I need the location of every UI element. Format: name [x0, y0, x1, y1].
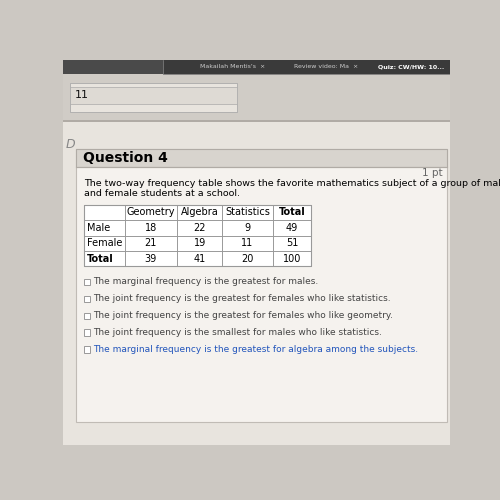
Text: The joint frequency is the greatest for females who like statistics.: The joint frequency is the greatest for …	[94, 294, 391, 303]
Text: 21: 21	[144, 238, 157, 248]
Bar	[70, 87, 237, 104]
Bar	[76, 148, 447, 167]
Text: Makailah Mentis's  ×: Makailah Mentis's ×	[200, 64, 266, 70]
Text: Total: Total	[88, 254, 114, 264]
Bar	[163, 60, 450, 74]
Text: and female students at a school.: and female students at a school.	[84, 190, 240, 198]
Bar	[84, 296, 90, 302]
Text: 19: 19	[194, 238, 206, 248]
Text: Algebra: Algebra	[181, 208, 218, 218]
Text: The joint frequency is the smallest for males who like statistics.: The joint frequency is the smallest for …	[94, 328, 383, 337]
Bar	[62, 122, 450, 445]
Bar	[84, 346, 90, 352]
Bar	[62, 120, 450, 123]
Text: 18: 18	[144, 223, 157, 233]
Text: D: D	[66, 138, 75, 151]
Text: 100: 100	[282, 254, 301, 264]
Text: Quiz: CW/HW: 10...: Quiz: CW/HW: 10...	[378, 64, 444, 70]
Bar	[84, 205, 312, 266]
Text: Statistics: Statistics	[225, 208, 270, 218]
Text: The two-way frequency table shows the favorite mathematics subject of a group of: The two-way frequency table shows the fa…	[84, 180, 500, 188]
Text: 1 pt: 1 pt	[422, 168, 442, 178]
Text: The joint frequency is the greatest for females who like geometry.: The joint frequency is the greatest for …	[94, 311, 394, 320]
Text: 20: 20	[241, 254, 254, 264]
Bar	[70, 83, 237, 112]
Text: 49: 49	[286, 223, 298, 233]
Text: Female: Female	[88, 238, 122, 248]
Text: The marginal frequency is the greatest for algebra among the subjects.: The marginal frequency is the greatest f…	[94, 345, 418, 354]
Text: Total: Total	[278, 208, 305, 218]
Text: 41: 41	[194, 254, 206, 264]
Text: Geometry: Geometry	[126, 208, 175, 218]
Text: 22: 22	[194, 223, 206, 233]
Text: 39: 39	[144, 254, 157, 264]
Text: The marginal frequency is the greatest for males.: The marginal frequency is the greatest f…	[94, 278, 319, 286]
Bar	[62, 60, 450, 74]
Text: 11: 11	[75, 90, 89, 101]
Text: Question 4: Question 4	[82, 151, 168, 165]
Text: Male: Male	[88, 223, 110, 233]
Bar	[84, 278, 90, 285]
Bar	[84, 330, 90, 336]
Bar	[84, 312, 90, 318]
Text: 51: 51	[286, 238, 298, 248]
Bar	[76, 148, 447, 422]
Bar	[62, 74, 450, 122]
Text: Review video: Ma  ×: Review video: Ma ×	[294, 64, 358, 70]
Text: 11: 11	[241, 238, 254, 248]
Text: 9: 9	[244, 223, 250, 233]
